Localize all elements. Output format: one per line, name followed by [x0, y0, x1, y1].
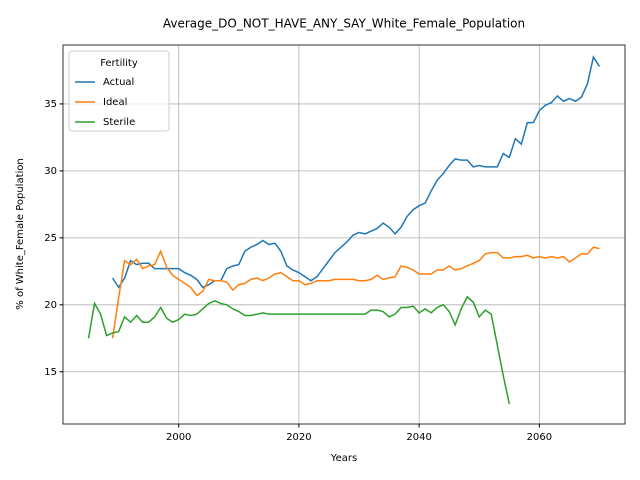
y-tick-label: 20	[44, 300, 57, 311]
series-line	[87, 295, 511, 405]
x-tick-label: 2020	[286, 432, 311, 443]
y-tick-label: 35	[44, 99, 57, 110]
series-line	[111, 246, 600, 339]
legend: Fertility Actual Ideal Sterile	[68, 50, 170, 132]
legend-box	[68, 50, 170, 132]
y-tick-label: 30	[44, 166, 57, 177]
y-tick-label: 15	[44, 367, 57, 378]
x-tick-label: 2040	[406, 432, 431, 443]
legend-label: Actual	[103, 77, 134, 88]
y-tick-label: 25	[44, 233, 57, 244]
chart-title: Average_DO_NOT_HAVE_ANY_SAY_White_Female…	[163, 17, 525, 31]
x-tick-label: 2060	[527, 432, 552, 443]
legend-title: Fertility	[100, 58, 138, 69]
series-line	[111, 55, 601, 289]
x-tick-label: 2000	[166, 432, 191, 443]
x-axis-label: Years	[330, 453, 357, 464]
legend-label: Ideal	[103, 97, 127, 108]
plot-frame	[62, 44, 626, 425]
y-axis-label: % of White_Female Population	[15, 158, 26, 309]
legend-label: Sterile	[103, 117, 135, 128]
